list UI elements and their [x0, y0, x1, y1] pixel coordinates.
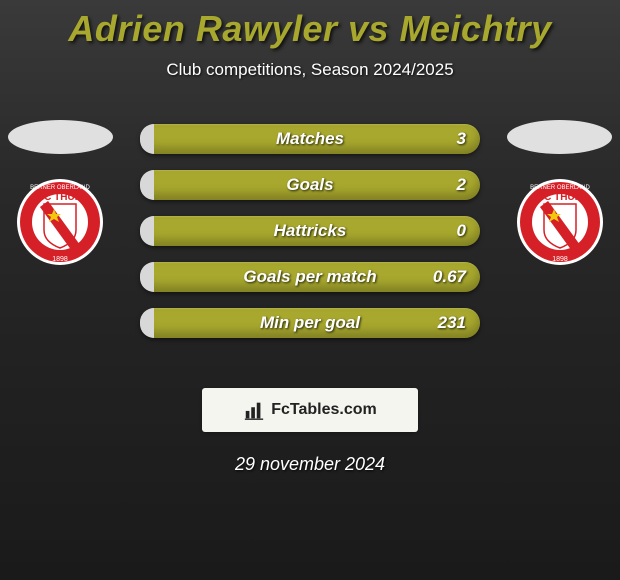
crest-fc-thun-text: FC THUN [38, 192, 82, 203]
bar-endcap [140, 216, 154, 246]
bar-endcap [140, 308, 154, 338]
stat-bar-min-per-goal: Min per goal 231 [140, 308, 480, 338]
stat-label: Matches [276, 129, 344, 149]
stat-label: Hattricks [274, 221, 347, 241]
bar-endcap [140, 170, 154, 200]
stat-label: Goals per match [243, 267, 376, 287]
fc-thun-crest-icon: BERNER OBERLAND 1898 FC THUN [510, 178, 610, 266]
page-title: Adrien Rawyler vs Meichtry [0, 0, 620, 50]
crest-ring-text-bottom: 1898 [52, 256, 68, 263]
club-logo-right: BERNER OBERLAND 1898 FC THUN [510, 178, 610, 266]
bar-chart-icon [243, 399, 265, 421]
stat-label: Goals [286, 175, 333, 195]
stat-label: Min per goal [260, 313, 360, 333]
stat-bar-hattricks: Hattricks 0 [140, 216, 480, 246]
stat-value: 0.67 [433, 267, 466, 287]
stat-value: 2 [457, 175, 466, 195]
svg-text:FC THUN: FC THUN [538, 192, 582, 203]
bar-endcap [140, 124, 154, 154]
svg-text:1898: 1898 [552, 256, 568, 263]
brand-text: FcTables.com [271, 401, 377, 419]
crest-ring-text-top: BERNER OBERLAND [30, 185, 90, 191]
infographic-root: Adrien Rawyler vs Meichtry Club competit… [0, 0, 620, 580]
stat-bar-matches: Matches 3 [140, 124, 480, 154]
stat-bar-goals: Goals 2 [140, 170, 480, 200]
stat-value: 231 [438, 313, 466, 333]
fc-thun-crest-icon: BERNER OBERLAND 1898 FC THUN [10, 178, 110, 266]
stat-value: 0 [457, 221, 466, 241]
svg-text:BERNER OBERLAND: BERNER OBERLAND [530, 185, 590, 191]
stats-stage: BERNER OBERLAND 1898 FC THUN BERNER OBER… [0, 120, 620, 360]
spotlight-ellipse-right [507, 120, 612, 154]
brand-attribution: FcTables.com [202, 388, 418, 432]
infographic-date: 29 november 2024 [0, 454, 620, 475]
stat-bars: Matches 3 Goals 2 Hattricks 0 Goals per … [140, 124, 480, 354]
stat-bar-goals-per-match: Goals per match 0.67 [140, 262, 480, 292]
spotlight-ellipse-left [8, 120, 113, 154]
page-subtitle: Club competitions, Season 2024/2025 [0, 60, 620, 80]
stat-value: 3 [457, 129, 466, 149]
club-logo-left: BERNER OBERLAND 1898 FC THUN [10, 178, 110, 266]
bar-endcap [140, 262, 154, 292]
